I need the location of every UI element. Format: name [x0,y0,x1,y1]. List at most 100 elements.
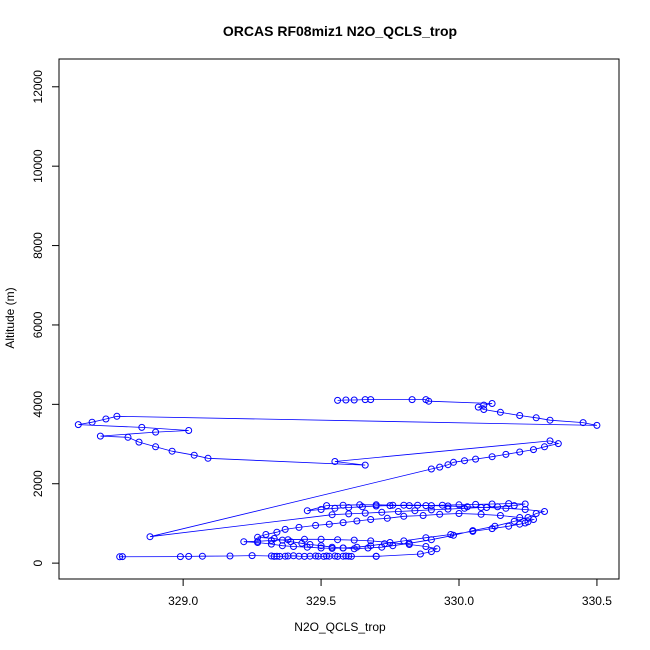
data-point [342,396,350,404]
series-line [78,399,597,558]
data-point [270,535,278,542]
data-point [510,502,518,510]
data-point [427,548,435,556]
data-point [168,447,176,455]
data-point [436,463,444,471]
data-point [240,538,248,546]
data-point [339,501,347,509]
data-point [450,531,457,539]
data-point [287,538,295,546]
data-point [378,543,386,551]
data-point [554,440,562,448]
data-point [488,453,496,461]
data-point [408,396,416,404]
data-point [491,522,499,530]
data-point [361,509,369,517]
plot-frame [58,58,620,580]
data-point [303,507,311,515]
y-tick-label: 6000 [31,311,45,338]
data-point [532,414,540,422]
data-point [74,421,82,429]
data-point [281,525,289,533]
data-point [477,510,485,518]
data-point [350,536,358,544]
data-point [433,545,441,553]
series-group [74,396,601,561]
data-point [472,455,480,463]
data-point [422,543,430,550]
data-point [312,552,320,560]
data-point [411,507,419,515]
data-point [152,443,160,451]
x-tick-label: 330.0 [444,594,474,608]
data-point [505,522,513,530]
data-point [334,536,342,544]
data-point [353,517,361,525]
data-point [367,516,375,523]
data-point [331,552,339,560]
data-point [317,506,325,513]
data-point [331,504,339,512]
data-point [347,552,355,560]
data-point [400,512,408,520]
data-point [204,454,212,462]
data-point [532,510,540,517]
data-point [267,540,275,548]
data-point [198,552,206,560]
data-point [185,552,193,560]
data-point [298,539,306,547]
data-point [455,510,463,517]
data-point [389,542,397,550]
data-point [278,536,286,544]
data-point [496,512,504,519]
data-point [325,520,333,528]
data-point [516,514,524,521]
data-point [416,550,424,558]
data-point [331,458,339,465]
data-point [88,418,96,426]
data-point [185,427,193,434]
chart-title: ORCAS RF08miz1 N2O_QCLS_trop [223,23,457,39]
data-point [312,521,320,529]
data-point [254,539,262,546]
data-point [541,443,548,451]
data-point [436,510,444,518]
data-point [461,457,468,465]
y-tick-label: 8000 [31,232,45,259]
data-point [405,502,413,510]
y-axis-label: Altitude (m) [3,287,17,348]
y-tick-label: 0 [31,559,45,566]
data-point [546,416,554,424]
data-point [334,396,342,404]
data-point [254,533,262,541]
data-point [323,502,331,510]
data-point [328,511,336,519]
data-point [461,504,468,512]
data-point [96,432,104,440]
data-point [356,501,364,509]
data-point [455,501,463,509]
data-point [152,428,160,436]
x-axis: 329.0 329.5 330.0 330.5 [168,579,612,608]
data-point [262,531,270,538]
data-point [546,437,554,445]
data-point [116,553,124,561]
data-point [345,510,353,518]
data-point [530,446,537,454]
data-point [306,541,314,548]
data-point [494,503,502,511]
data-point [339,519,347,527]
x-tick-label: 329.0 [168,594,198,608]
data-point [361,461,369,469]
y-tick-label: 4000 [31,391,45,418]
data-point [248,552,256,560]
data-point [524,514,532,521]
y-axis: 0 2000 4000 6000 8000 10000 12000 [31,70,59,566]
data-point [328,543,336,551]
data-point [317,542,325,550]
data-point [438,501,446,509]
data-point [190,451,198,459]
data-point [422,502,430,510]
y-tick-label: 12000 [31,70,45,104]
